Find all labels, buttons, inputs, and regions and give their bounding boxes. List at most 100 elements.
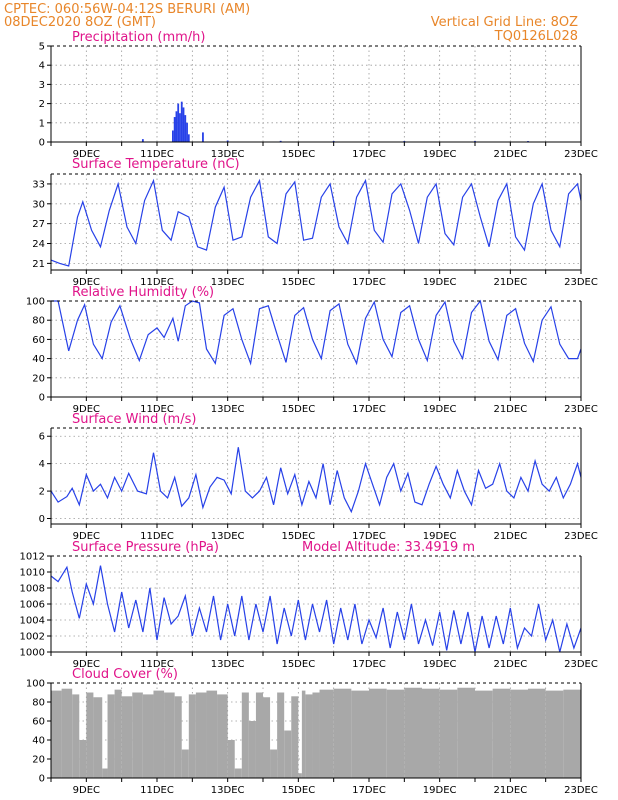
- precip-bar: [184, 115, 187, 142]
- wind-ytick-label: 0: [39, 514, 45, 525]
- pressure-title: Surface Pressure (hPa): [72, 540, 219, 555]
- rh-xtick-label: 9DEC: [73, 404, 100, 415]
- cloud-ytick-label: 0: [39, 774, 45, 785]
- cloud-bar: [333, 688, 352, 778]
- temp-xtick-label: 17DEC: [352, 277, 386, 288]
- wind-ytick-label: 4: [39, 459, 45, 470]
- cloud-bar: [86, 692, 94, 778]
- precip-bar: [186, 122, 188, 142]
- rh-panel: 0 20 40 60 80 100 9DEC 11DEC 13DEC 15DEC 17DEC 19DE…: [26, 297, 598, 416]
- rh-ytick-label: 20: [32, 373, 45, 384]
- wind-xtick-label: 9DEC: [73, 531, 100, 542]
- rh-ytick-label: 100: [26, 297, 45, 308]
- precip-bar: [279, 140, 282, 142]
- cloud-xtick-label: 9DEC: [73, 785, 100, 796]
- precip-bar: [179, 113, 181, 142]
- cloud-xtick-label: 21DEC: [493, 785, 527, 796]
- pressure-altitude-note: Model Altitude: 33.4919 m: [302, 540, 475, 555]
- cloud-bar: [291, 696, 299, 778]
- cloud-bar: [107, 694, 115, 778]
- wind-xtick-label: 11DEC: [140, 531, 174, 542]
- precip-xtick-label: 15DEC: [281, 149, 315, 160]
- cloud-xtick-label: 15DEC: [281, 785, 315, 796]
- temp-panel: 21 24 27 30 33 9DEC 11DEC 13DEC 15DEC 17DEC 19DEC 2…: [32, 173, 598, 288]
- wind-xtick-label: 21DEC: [493, 531, 527, 542]
- cloud-bar: [312, 692, 320, 778]
- rh-ytick-label: 0: [39, 393, 45, 404]
- temp-xtick-label: 13DEC: [211, 277, 245, 288]
- pressure-xtick-label: 9DEC: [73, 659, 100, 670]
- cloud-bar: [188, 694, 196, 778]
- temp-ytick-label: 21: [32, 259, 45, 270]
- pressure-xtick-label: 23DEC: [564, 659, 598, 670]
- cloud-bar: [510, 689, 528, 778]
- rh-line: [51, 299, 582, 366]
- cloud-xtick-label: 19DEC: [423, 785, 457, 796]
- temp-xtick-label: 11DEC: [140, 277, 174, 288]
- pressure-xtick-label: 11DEC: [140, 659, 174, 670]
- pressure-ytick-label: 1000: [20, 648, 45, 659]
- cloud-bar: [528, 688, 546, 778]
- precip-xtick-label: 17DEC: [352, 149, 386, 160]
- rh-xtick-label: 19DEC: [423, 404, 457, 415]
- rh-xtick-label: 23DEC: [564, 404, 598, 415]
- header-location: CPTEC: 060:56W-04:12S BERURI (AM): [4, 2, 250, 17]
- precip-bar: [177, 103, 180, 142]
- pressure-ytick-label: 1010: [20, 568, 45, 579]
- rh-xtick-label: 13DEC: [211, 404, 245, 415]
- precip-bar: [180, 101, 183, 142]
- precip-xtick-label: 11DEC: [140, 149, 174, 160]
- cloud-bar: [351, 690, 369, 778]
- cloud-bar: [114, 689, 122, 778]
- pressure-xtick-label: 21DEC: [493, 659, 527, 670]
- cloud-title: Cloud Cover (%): [72, 667, 178, 682]
- cloud-ytick-label: 20: [32, 755, 45, 766]
- wind-xtick-label: 15DEC: [281, 531, 315, 542]
- cloud-bar: [132, 692, 143, 778]
- precip-ytick-label: 5: [39, 42, 45, 53]
- cloud-xtick-label: 13DEC: [211, 785, 245, 796]
- pressure-ytick-label: 1008: [20, 584, 45, 595]
- pressure-ytick-label: 1006: [20, 600, 45, 611]
- cloud-bar: [284, 730, 292, 778]
- precip-bar: [226, 140, 229, 142]
- pressure-xtick-label: 17DEC: [352, 659, 386, 670]
- temp-ytick-label: 24: [32, 239, 45, 250]
- cloud-bar: [255, 692, 263, 778]
- cloud-bar: [72, 694, 80, 778]
- cloud-bar: [61, 688, 73, 778]
- wind-xtick-label: 17DEC: [352, 531, 386, 542]
- cloud-bar: [248, 721, 256, 778]
- cloud-bar: [241, 692, 249, 778]
- cloud-bar: [492, 688, 511, 778]
- temp-xtick-label: 23DEC: [564, 277, 598, 288]
- cloud-ytick-label: 100: [26, 679, 45, 690]
- rh-xtick-label: 11DEC: [140, 404, 174, 415]
- precip-bar: [175, 111, 178, 142]
- header-grid-note: Vertical Grid Line: 8OZ: [431, 15, 578, 30]
- rh-ytick-label: 60: [32, 335, 45, 346]
- cloud-bar: [217, 694, 228, 778]
- cloud-bar: [298, 773, 302, 778]
- temp-ytick-label: 33: [32, 179, 45, 190]
- cloud-bar: [277, 692, 285, 778]
- pressure-ytick-label: 1012: [20, 552, 45, 563]
- cloud-bar: [422, 688, 440, 778]
- wind-line: [50, 447, 582, 514]
- pressure-xtick-label: 15DEC: [281, 659, 315, 670]
- cloud-bar: [51, 690, 62, 778]
- precip-bar: [173, 117, 176, 142]
- cloud-bar: [181, 749, 189, 778]
- temp-xtick-label: 19DEC: [423, 277, 457, 288]
- cloud-bar: [234, 768, 242, 778]
- temp-title: Surface Temperature (nC): [72, 157, 240, 172]
- rh-xtick-label: 21DEC: [493, 404, 527, 415]
- pressure-line: [50, 565, 582, 653]
- precip-bar: [182, 107, 185, 142]
- cloud-bar: [386, 689, 405, 778]
- cloud-xtick-label: 17DEC: [352, 785, 386, 796]
- cloud-bar: [195, 692, 207, 778]
- cloud-bar: [142, 694, 154, 778]
- precip-bar: [187, 134, 190, 142]
